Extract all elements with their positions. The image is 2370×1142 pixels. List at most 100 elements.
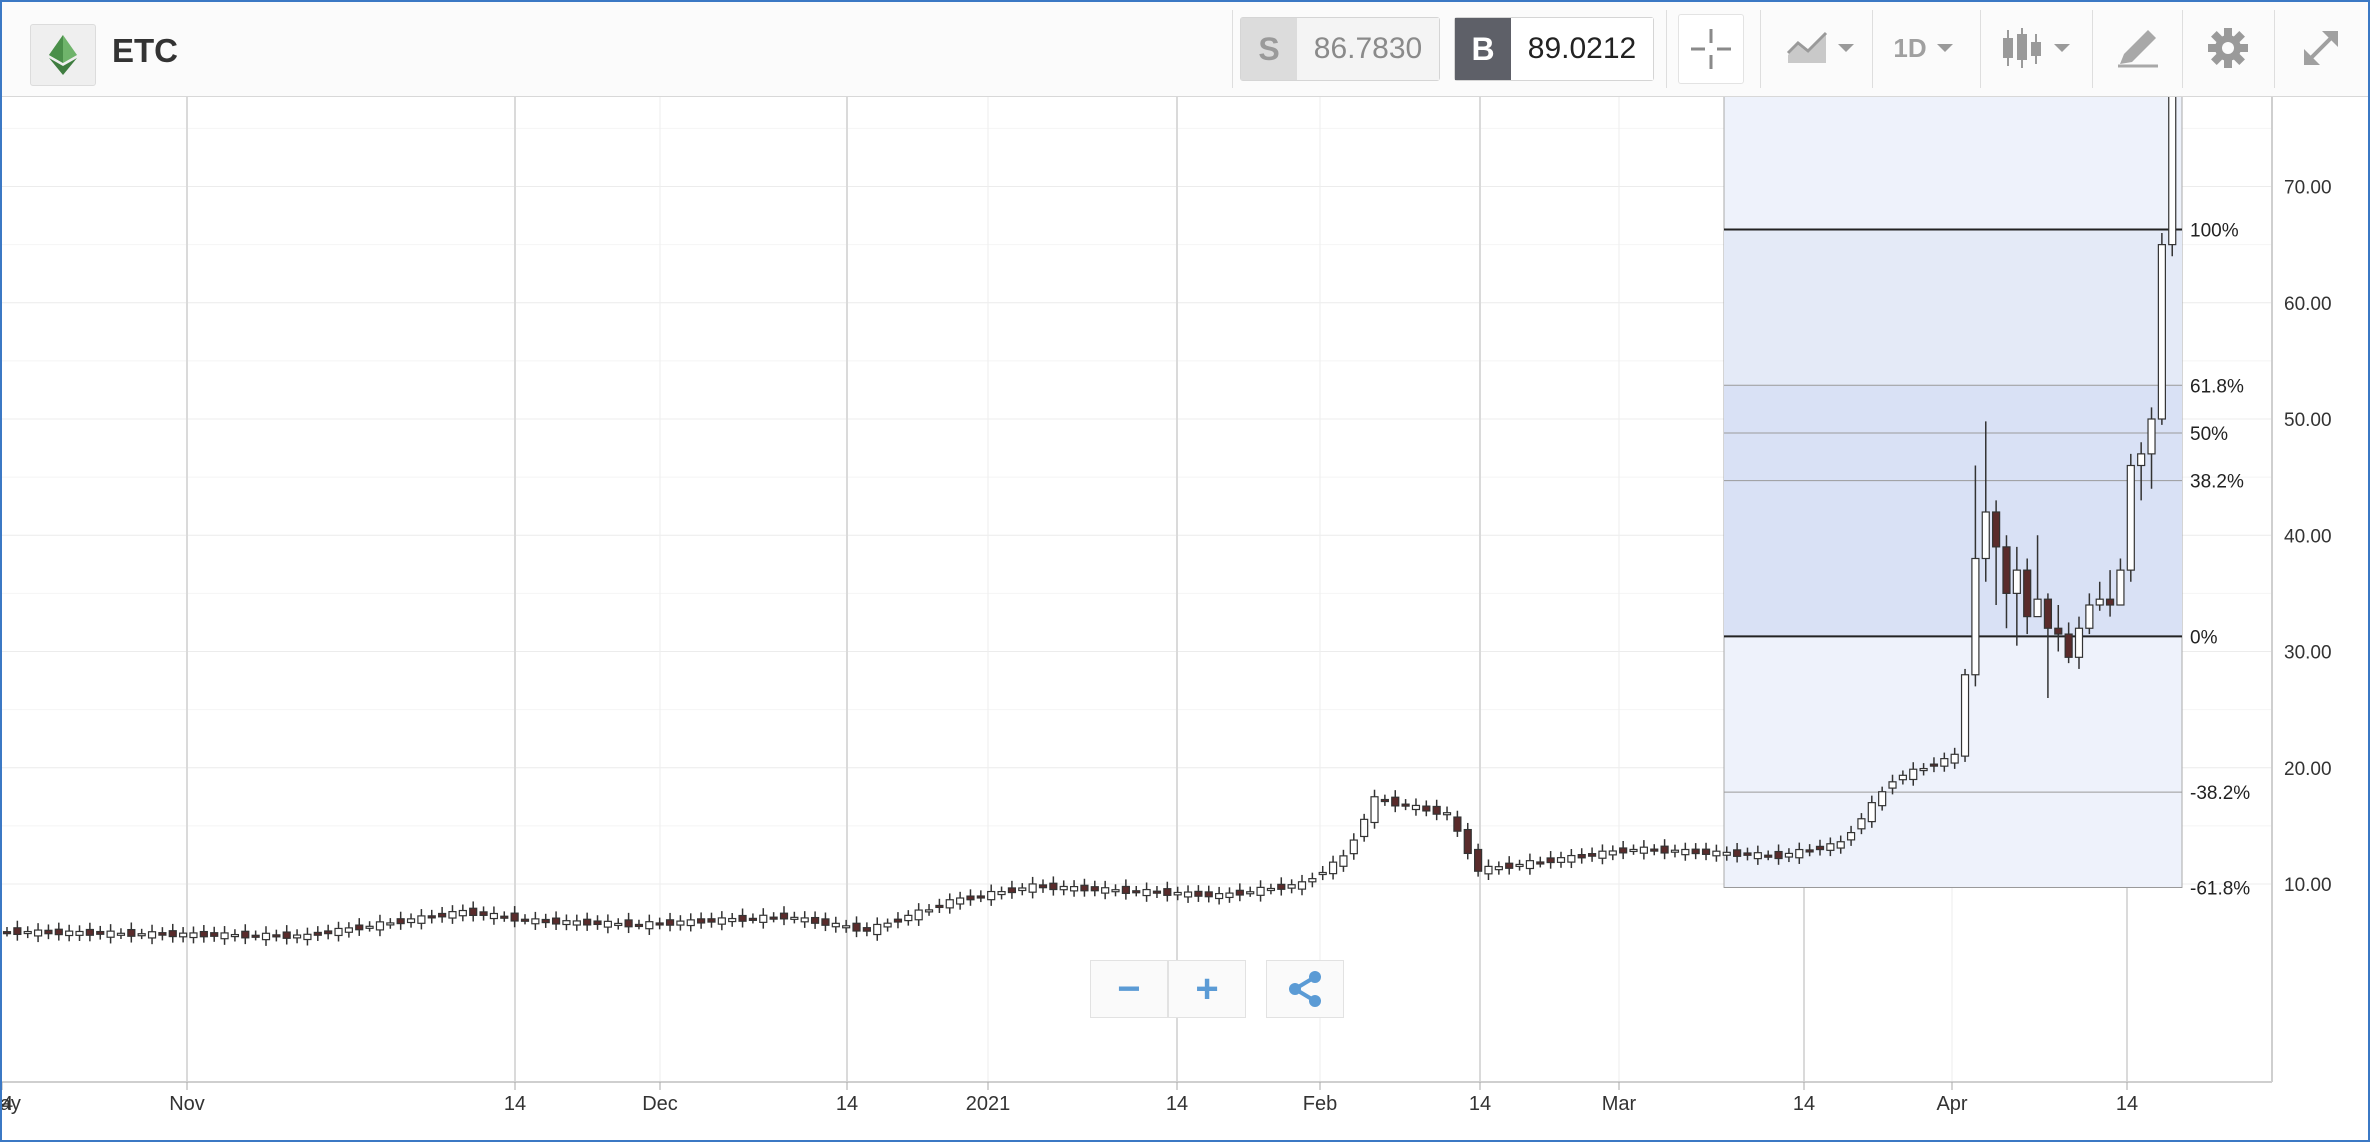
zoom-in-button[interactable]: + [1168,960,1246,1018]
candle-body [1132,890,1141,894]
candle-body [997,890,1006,896]
candle-body [1442,812,1452,816]
x-tick-label: Feb [1303,1093,1337,1115]
buy-tag: B [1455,18,1511,80]
candle-body [1059,885,1068,891]
drawing-tools-button[interactable] [2102,14,2174,82]
candle-body [344,927,353,933]
timeframe-select[interactable]: 1D [1884,14,1962,82]
candle-body [821,918,830,926]
candle-body [261,932,271,941]
symbol-label: ETC [112,32,178,69]
candle-body [189,932,198,939]
candle-body [1587,853,1597,857]
candle-body [1111,889,1120,893]
candle-body [1121,885,1130,894]
candle-body [1546,857,1555,864]
candle-body [1463,828,1472,855]
fibonacci-level-label: -61.8% [2190,878,2250,899]
candle-body [935,904,944,909]
candle-body [1660,845,1669,854]
candle-body [520,918,530,922]
candle-body [210,932,219,937]
candle-body [158,932,167,936]
sell-price-button[interactable]: S 86.7830 [1240,17,1440,81]
candle-body [1929,763,1939,767]
buy-price-button[interactable]: B 89.0212 [1454,17,1654,81]
candle-body [1971,557,1980,676]
candle-body [1898,774,1907,781]
buy-price: 89.0212 [1511,18,1653,80]
candlestick-chart[interactable]: 161.8%138.2%100%61.8%50%38.2%0%-38.2%-61… [2,97,2368,1140]
candle-body [127,928,136,937]
candle-body [1826,843,1835,851]
fullscreen-button[interactable] [2286,14,2356,82]
candle-body [1484,865,1493,875]
candle-body [469,907,478,917]
candle-body [251,934,260,938]
candle-body [1919,767,1928,772]
candle-body [1328,861,1338,875]
candle-body [1080,884,1089,892]
candle-body [1743,852,1752,856]
candle-body [1836,841,1845,849]
candle-body [230,933,240,938]
candle-body [1349,839,1358,855]
candle-body [1163,888,1172,896]
zoom-out-button[interactable]: − [1090,960,1168,1018]
candle-body [241,930,250,939]
candle-body [406,918,416,924]
candle-body [634,923,644,928]
candle-body [1681,848,1690,856]
candle-body [2064,633,2073,658]
candle-body [1556,857,1566,863]
candle-body [137,933,146,937]
toolbar-divider [1760,10,1761,88]
candle-body [1536,861,1545,865]
candle-body [769,916,778,920]
candle-body [810,916,820,924]
share-icon [1289,971,1321,1007]
x-tick-label: 14 [504,1093,526,1115]
y-tick-label: 70.00 [2284,178,2332,199]
fibonacci-level-label: 61.8% [2190,376,2244,397]
candle-body [54,928,63,936]
indicators-button[interactable] [1774,14,1866,82]
candle-body [531,918,540,925]
ethereum-logo-icon [30,24,96,86]
candle-body [1297,881,1307,890]
candle-body [904,914,913,922]
candle-body [728,917,737,923]
candle-body [147,931,157,939]
candle-body [1204,891,1213,898]
toolbar-divider [2182,10,2183,88]
x-tick-label: 14 [2,1093,13,1115]
candle-body [13,927,22,936]
candle-body [1235,889,1244,896]
candle-body [292,934,302,939]
settings-button[interactable] [2192,14,2264,82]
candle-body [313,931,322,936]
toolbar-divider [2274,10,2275,88]
candle-body [355,924,364,931]
y-tick-label: 30.00 [2284,643,2332,664]
candle-body [1453,816,1462,832]
candle-body [1992,511,2001,548]
x-tick-label: 2021 [966,1093,1011,1115]
candle-body [831,922,840,928]
share-button[interactable] [1266,960,1344,1018]
chevron-down-icon [1838,44,1854,52]
candle-body [2033,598,2042,618]
crosshair-button[interactable] [1678,14,1744,84]
candle-body [1038,884,1048,889]
candle-body [96,930,105,935]
candle-body [1090,886,1099,892]
chart-type-button[interactable] [1994,14,2076,82]
candle-body [665,919,675,926]
candle-body [44,929,53,935]
candle-body [1577,854,1586,859]
toolbar-divider [1872,10,1873,88]
candle-body [1474,848,1483,872]
x-tick-label: Dec [642,1093,678,1115]
candle-body [1650,848,1659,852]
